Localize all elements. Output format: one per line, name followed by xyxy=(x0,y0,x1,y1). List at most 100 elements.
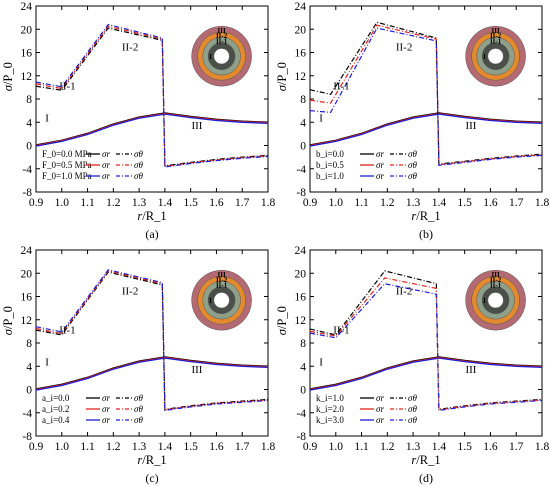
ring-label-i: I xyxy=(483,297,486,305)
ring-label-iii: III xyxy=(492,271,500,279)
y-tick-label: -4 xyxy=(22,408,32,420)
region-label-ii-2: II-2 xyxy=(122,42,139,54)
ring-hole xyxy=(487,292,504,309)
panel-label: (c) xyxy=(145,471,158,485)
legend-sigma-r-2: σr xyxy=(376,160,384,170)
panel-label: (b) xyxy=(419,227,433,241)
x-tick-label: 1.2 xyxy=(106,197,121,209)
legend-param-1: F_0=0.0 MPa xyxy=(42,149,92,159)
sigma-r-line-series-2 xyxy=(35,356,269,391)
ring-label-ii-1: II-1 xyxy=(216,282,228,290)
region-label-i: I xyxy=(319,112,323,124)
ring-label-iii: III xyxy=(218,27,226,35)
sigma-r-line-series-3 xyxy=(309,113,543,147)
region-label-ii-2: II-2 xyxy=(122,286,139,298)
x-tick-label: 1.1 xyxy=(80,197,95,209)
region-label-ii-1: II-1 xyxy=(333,325,350,337)
x-tick-label: 1.3 xyxy=(132,197,147,209)
sigma-r-line-series-1 xyxy=(309,112,543,146)
y-axis-label: σ/P_0 xyxy=(275,306,289,335)
chart-panel-a: 0.9 1.0 1.1 1.2 1.3 1.4 1.5 1.6 1.7 1.8 -8 -4 0 4 8 12 1… xyxy=(1,1,275,241)
x-tick-label: 1.1 xyxy=(80,441,95,453)
legend-param-1: k_i=1.0 xyxy=(316,393,344,403)
x-axis-label: r/R_1 xyxy=(411,209,440,223)
region-label-iii: III xyxy=(465,120,476,132)
y-tick-label: -8 xyxy=(22,431,32,443)
x-tick-label: 1.6 xyxy=(209,197,224,209)
y-tick-label: 12 xyxy=(295,315,307,327)
x-tick-label: 1.8 xyxy=(535,441,550,453)
x-tick-label: 1.8 xyxy=(261,197,276,209)
region-label-ii-2: II-2 xyxy=(396,42,413,54)
region-label-ii-2: II-2 xyxy=(396,286,413,298)
sigma-theta-line-series-3 xyxy=(309,27,543,166)
x-tick-label: 1.1 xyxy=(354,197,369,209)
legend-sigma-r-1: σr xyxy=(376,393,384,403)
y-tick-label: 24 xyxy=(295,1,307,13)
legend-sigma-r-1: σr xyxy=(102,149,110,159)
y-tick-label: 20 xyxy=(295,24,307,36)
y-tick-label: 12 xyxy=(295,71,307,83)
sigma-theta-line-series-2 xyxy=(309,277,543,411)
ring-label-ii-2: II-2 xyxy=(216,276,228,284)
ring-label-ii-1: II-1 xyxy=(490,282,502,290)
y-tick-label: -4 xyxy=(296,164,306,176)
sigma-r-line-series-3 xyxy=(309,357,543,391)
legend-sigma-r-3: σr xyxy=(376,171,384,181)
y-tick-label: 16 xyxy=(295,292,307,304)
region-label-i: I xyxy=(45,112,49,124)
panel-label: (a) xyxy=(145,227,158,241)
sigma-r-line-series-2 xyxy=(309,112,543,147)
region-label-ii-1: II-1 xyxy=(59,81,75,93)
x-tick-label: 1.8 xyxy=(535,197,550,209)
ring-hole xyxy=(487,48,504,65)
chart-panel-d: 0.9 1.0 1.1 1.2 1.3 1.4 1.5 1.6 1.7 1.8 -8 -4 0 4 8 12 1… xyxy=(275,245,549,485)
x-tick-label: 1.4 xyxy=(432,197,447,209)
region-label-ii-1: II-1 xyxy=(333,81,350,93)
x-tick-label: 1.3 xyxy=(406,441,421,453)
legend-sigma-r-3: σr xyxy=(102,171,110,181)
x-tick-label: 1.5 xyxy=(457,197,472,209)
y-tick-label: -4 xyxy=(296,408,306,420)
x-tick-label: 1.7 xyxy=(235,441,250,453)
legend-param-2: k_i=2.0 xyxy=(316,404,344,414)
y-tick-label: 4 xyxy=(300,361,306,373)
x-axis-label: r/R_1 xyxy=(137,209,166,223)
legend-sigma-r-3: σr xyxy=(102,415,110,425)
legend-sigma-theta-3: σθ xyxy=(408,171,417,181)
y-tick-label: 8 xyxy=(300,338,306,350)
ring-label-i: I xyxy=(209,53,212,61)
legend-param-2: a_i=0.2 xyxy=(42,404,69,414)
y-tick-label: 24 xyxy=(21,245,33,257)
x-tick-label: 0.9 xyxy=(29,197,44,209)
sigma-r-line-series-1 xyxy=(35,356,269,390)
legend-param-2: b_i=0.5 xyxy=(316,160,344,170)
region-label-i: I xyxy=(45,356,49,368)
x-tick-label: 1.4 xyxy=(158,441,173,453)
y-tick-label: 4 xyxy=(26,117,32,129)
ring-label-iii: III xyxy=(218,271,226,279)
y-axis-label: σ/P_0 xyxy=(1,306,15,335)
y-tick-label: 12 xyxy=(21,315,33,327)
ring-label-i: I xyxy=(209,297,212,305)
ring-hole xyxy=(213,48,230,65)
legend-sigma-theta-3: σθ xyxy=(408,415,417,425)
y-tick-label: 0 xyxy=(26,141,32,153)
x-tick-label: 1.2 xyxy=(380,197,395,209)
region-label-iii: III xyxy=(465,364,476,376)
x-tick-label: 1.0 xyxy=(55,197,70,209)
x-tick-label: 1.6 xyxy=(483,197,498,209)
ring-label-ii-2: II-2 xyxy=(216,32,228,40)
y-tick-label: -8 xyxy=(296,431,306,443)
legend-sigma-theta-1: σθ xyxy=(134,149,143,159)
legend-sigma-theta-2: σθ xyxy=(408,404,417,414)
legend-param-1: b_i=0.0 xyxy=(316,149,344,159)
ring-label-ii-2: II-2 xyxy=(490,276,502,284)
x-tick-label: 1.2 xyxy=(380,441,395,453)
x-tick-label: 1.3 xyxy=(132,441,147,453)
panel-label: (d) xyxy=(419,471,433,485)
x-tick-label: 0.9 xyxy=(303,197,318,209)
y-axis-label: σ/P_0 xyxy=(275,62,289,91)
